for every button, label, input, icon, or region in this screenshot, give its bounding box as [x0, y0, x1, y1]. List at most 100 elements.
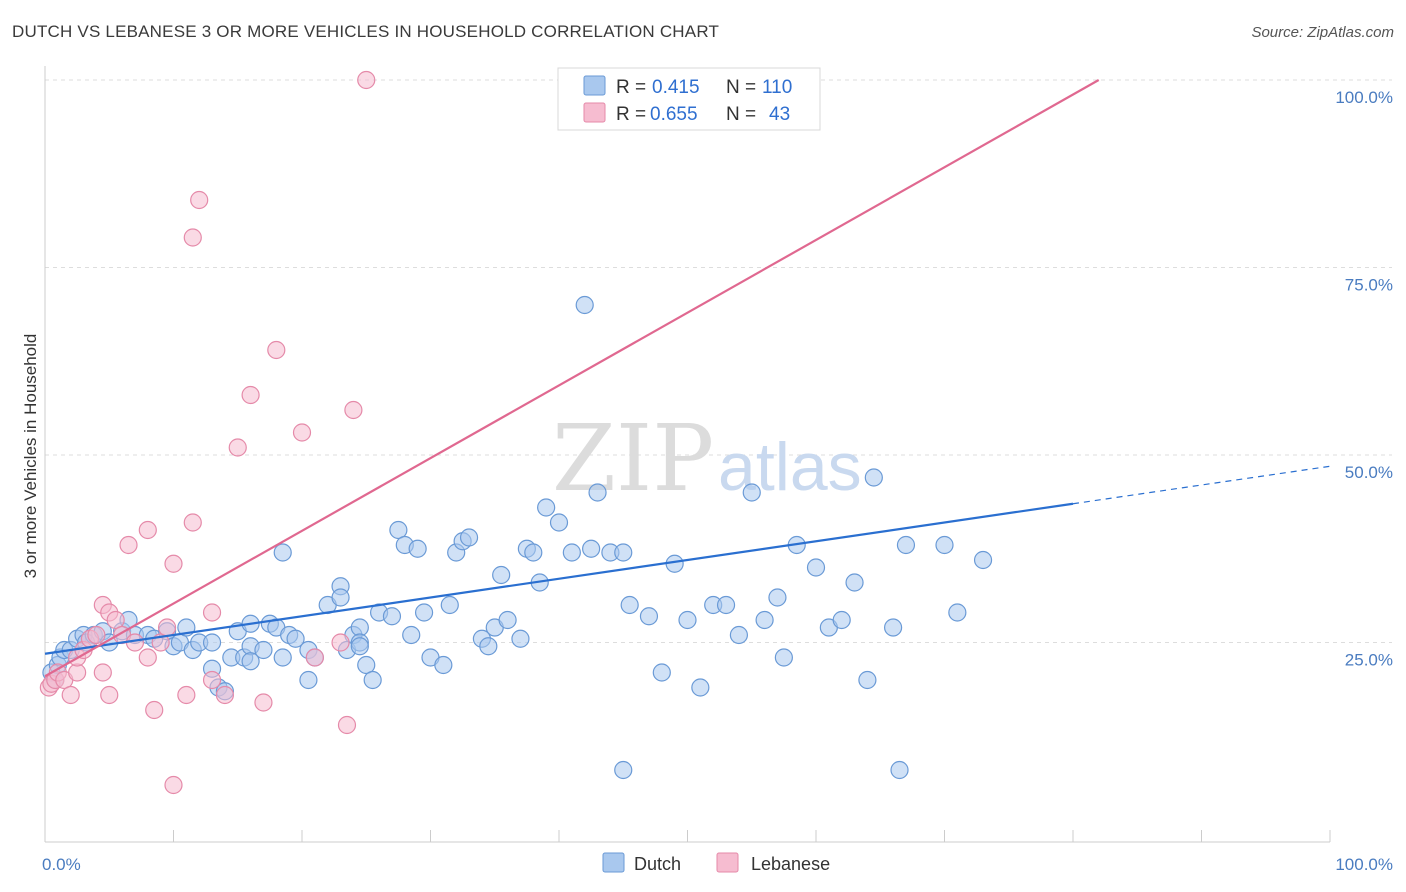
dutch-point [896, 535, 916, 555]
lebanese-point [177, 685, 196, 705]
legend-n-label-dutch: N = [726, 77, 756, 98]
dutch-point [742, 483, 761, 502]
dutch-point [299, 670, 318, 690]
y-tick-labels: 25.0% 50.0% 75.0% 100.0% [1335, 88, 1393, 670]
watermark-atlas: atlas [718, 429, 862, 505]
correlation-legend: R = 0.415 N = 110 R = 0.655 N = 43 [557, 67, 821, 131]
legend-n-value-dutch: 110 [762, 77, 792, 98]
axes [44, 66, 1331, 843]
lebanese-point [157, 618, 177, 637]
dutch-point [575, 295, 594, 315]
dutch-point [357, 655, 376, 675]
lebanese-point [357, 70, 376, 90]
bottom-legend-swatch-lebanese [716, 852, 739, 873]
dutch-point [273, 543, 292, 562]
y-tick-label: 25.0% [1345, 651, 1393, 670]
y-axis-label: 3 or more Vehicles in Household [21, 334, 40, 579]
y-tick-label: 75.0% [1345, 276, 1393, 295]
lebanese-point [190, 190, 209, 210]
grid [45, 79, 1392, 643]
lebanese-point [119, 535, 138, 555]
dutch-point [459, 528, 479, 547]
dutch-point [678, 610, 697, 630]
legend-swatch-dutch [583, 75, 606, 96]
dutch-point [614, 760, 633, 780]
dutch-point [498, 610, 517, 630]
x-tick-labels: 0.0% 100.0% [42, 855, 1393, 874]
legend-r-label-dutch: R = [616, 77, 646, 98]
series-legend: Dutch Lebanese [602, 852, 830, 874]
dutch-trend-line [44, 502, 1074, 655]
dutch-point [511, 629, 530, 648]
legend-r-label-lebanese: R = [616, 104, 646, 125]
trend-lines [44, 79, 1331, 678]
dutch-point [524, 543, 543, 562]
dutch-point [806, 558, 826, 577]
dutch-point [549, 513, 569, 532]
dutch-point [273, 648, 292, 667]
dutch-point [331, 588, 350, 607]
dutch-point [286, 629, 305, 648]
legend-n-value-lebanese: 43 [769, 104, 790, 125]
lebanese-trend-line [44, 79, 1100, 678]
lebanese-point [106, 610, 125, 630]
bottom-legend-swatch-dutch [602, 852, 625, 873]
dutch-point [948, 603, 967, 622]
lebanese-point [61, 685, 80, 705]
dutch-point [890, 760, 909, 780]
dutch-point [883, 618, 903, 637]
bottom-legend-dutch: Dutch [634, 854, 681, 874]
lebanese-point [241, 385, 260, 405]
lebanese-point [331, 633, 350, 652]
y-tick-label: 100.0% [1335, 88, 1393, 107]
dutch-point [614, 543, 633, 562]
dutch-point [716, 595, 736, 615]
dutch-point [402, 625, 421, 645]
lebanese-point [305, 648, 324, 667]
dutch-point [864, 468, 883, 487]
dutch-point [858, 670, 877, 690]
lebanese-point [344, 400, 363, 420]
dutch-point [652, 663, 671, 682]
lebanese-point [145, 700, 164, 720]
legend-swatch-lebanese [583, 102, 606, 123]
lebanese-point [183, 228, 202, 247]
dutch-point [845, 573, 864, 592]
dutch-point [382, 607, 402, 626]
lebanese-point [100, 685, 119, 705]
dutch-point [768, 588, 787, 607]
lebanese-point [87, 625, 106, 645]
dutch-point [414, 603, 434, 622]
dutch-point [639, 607, 659, 626]
dutch-point [729, 625, 749, 645]
source-label: Source: ZipAtlas.com [1251, 24, 1394, 41]
dutch-point [935, 535, 954, 555]
watermark-zip: ZIP [552, 405, 714, 512]
lebanese-point [138, 648, 157, 667]
lebanese-point [254, 693, 273, 712]
dutch-point [620, 595, 639, 615]
x-tick-label: 100.0% [1335, 855, 1393, 874]
dutch-point [479, 637, 498, 656]
dutch-point [832, 610, 851, 630]
lebanese-point [138, 520, 157, 540]
dutch-point [492, 565, 511, 585]
dutch-point [588, 483, 607, 502]
lebanese-point [202, 670, 222, 690]
dutch-point [363, 670, 382, 690]
legend-r-value-dutch: 0.415 [652, 77, 700, 98]
dutch-point [241, 652, 260, 671]
lebanese-point [337, 715, 357, 735]
dutch-point [350, 637, 369, 656]
bottom-legend-lebanese: Lebanese [751, 854, 830, 874]
dutch-point [774, 648, 793, 667]
dutch-point [389, 520, 408, 540]
dutch-point [755, 610, 774, 630]
lebanese-point [228, 438, 247, 457]
dutch-point [202, 633, 222, 652]
lebanese-point [267, 340, 286, 360]
dutch-point [440, 595, 459, 615]
dutch-point [973, 550, 993, 570]
dutch-trend-extension [1072, 465, 1331, 505]
